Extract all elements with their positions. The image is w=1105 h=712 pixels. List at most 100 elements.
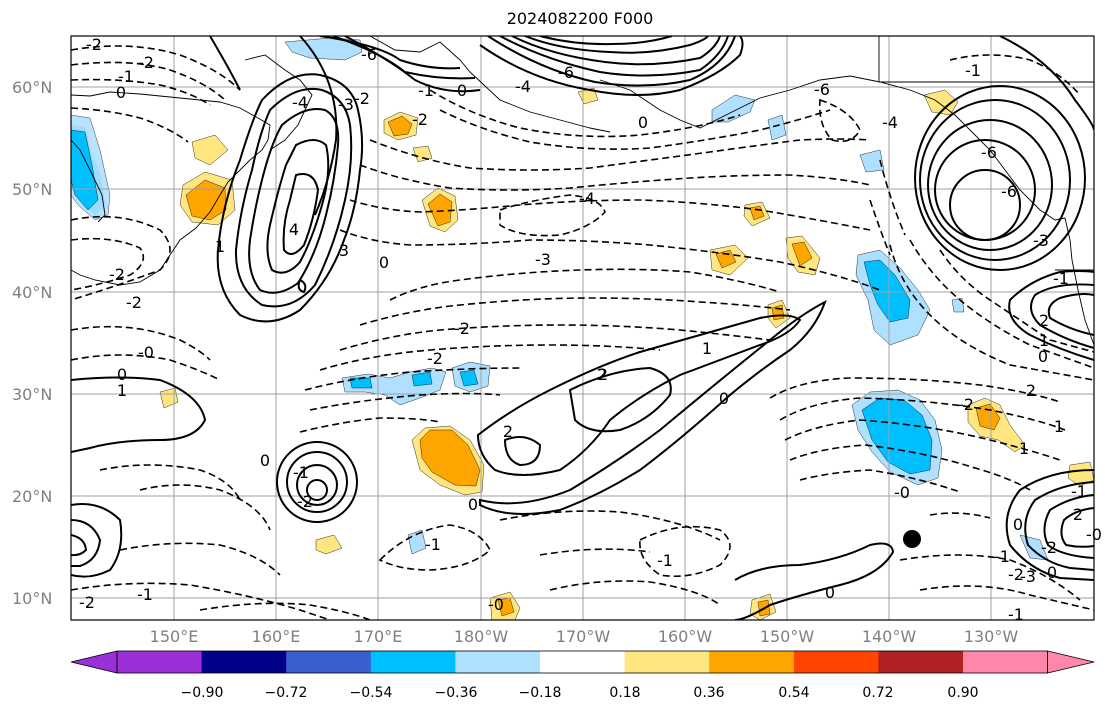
contour-label: -1 [657, 551, 673, 570]
coast-kamchatka [244, 54, 313, 151]
shade-orange [387, 115, 413, 137]
contour-label: 3 [339, 241, 349, 260]
contour-label: -2 [79, 593, 95, 612]
shade-orange [791, 241, 813, 267]
contour-label: 2 [503, 422, 513, 441]
contour-label: 0 [468, 495, 478, 514]
shade-yellow [923, 89, 959, 116]
contour-label: -2 [354, 89, 370, 108]
gridlines [71, 36, 1094, 620]
contour-label: -0 [138, 343, 154, 362]
colorbar-segment [370, 651, 456, 673]
colorbar-segment [201, 651, 287, 673]
contour-label: -1 [1053, 269, 1069, 288]
contour-label: -2 [958, 395, 974, 414]
shade-blue [459, 369, 479, 387]
contour-label: -6 [1001, 182, 1017, 201]
contour-label: 2 [597, 365, 607, 384]
contour-label: 1 [215, 237, 225, 256]
contour-label: 0 [117, 365, 127, 384]
shade-light-blue [859, 149, 885, 173]
contours-positive [71, 36, 1094, 620]
latitude-axis: 60°N 50°N 40°N 30°N 20°N 10°N [12, 78, 52, 608]
colorbar-segment [117, 651, 203, 673]
contour-label: 2 [1039, 311, 1049, 330]
contour-label: -4 [515, 77, 531, 96]
coast-bering [369, 36, 471, 73]
contour-label: -3 [535, 250, 551, 269]
colorbar-tick-label: −0.54 [350, 685, 393, 701]
storm-center-marker [903, 530, 921, 548]
colorbar-segment [455, 651, 541, 673]
coast-alaska [599, 75, 1066, 221]
contour-label: 0 [116, 83, 126, 102]
contour-label: 0 [260, 451, 270, 470]
shade-orange [975, 403, 1001, 431]
contour-label: 2 [1073, 505, 1083, 524]
contour-label: 0 [825, 583, 835, 602]
lat-label-30n: 30°N [12, 385, 52, 404]
contour-label: -1 [418, 81, 434, 100]
colorbar-tick-label: 0.36 [693, 685, 724, 701]
contour-label: -2 [86, 35, 102, 54]
contour-label: 0 [1038, 347, 1048, 366]
coast-na-west [1064, 217, 1094, 346]
colorbar-segment [963, 651, 1049, 673]
shade-yellow [412, 145, 433, 163]
contour-label: -1 [137, 585, 153, 604]
colorbar-tick-label: −0.90 [181, 685, 224, 701]
shade-light-blue [767, 114, 787, 141]
contour-label: 1 [117, 381, 127, 400]
coast-japan [71, 139, 106, 223]
contour-label: 1 [1039, 331, 1049, 350]
colorbar-tick-label: 0.18 [609, 685, 640, 701]
contour-label: -2 [454, 319, 470, 338]
colorbar [70, 650, 1095, 674]
colorbar-segment [878, 651, 964, 673]
colorbar-tick-label: 0.72 [862, 685, 893, 701]
contour-label: -6 [558, 63, 574, 82]
contour-label: -2 [427, 349, 443, 368]
colorbar-segment [793, 651, 879, 673]
contour-label: 2 [1026, 381, 1036, 400]
contour-labels: -2-2-10-6-4 -3 -2 -1 0-2-6-40-6-4-1-6-3-4-3-… [79, 35, 1102, 624]
colorbar-segment [286, 651, 372, 673]
contour-label: -0 [1086, 525, 1102, 544]
lon-label-180w: 180°W [454, 627, 509, 646]
contour-label: 0 [638, 113, 648, 132]
contour-label: 0 [457, 81, 467, 100]
coastlines [71, 36, 1094, 346]
contour-label: -1 [293, 463, 309, 482]
contour-label: -4 [292, 93, 308, 112]
contour-label: -6 [361, 45, 377, 64]
longitude-axis: 150°E 160°E 170°E 180°W 170°W 160°W 150°… [150, 627, 1019, 646]
contour-label: -1 [994, 547, 1010, 566]
contour-label: -2 [412, 110, 428, 129]
contour-label: -4 [579, 189, 595, 208]
contour-label: -1 [1071, 482, 1087, 501]
colorbar-tick-label: −0.18 [519, 685, 562, 701]
contour-label: -1 [425, 535, 441, 554]
contour-label: 0 [1047, 563, 1057, 582]
colorbar-extend-low [70, 650, 118, 674]
contour-label: -6 [814, 80, 830, 99]
contour-label: -1 [1008, 605, 1024, 624]
map-title: 2024082200 F000 [506, 9, 654, 28]
lat-label-60n: 60°N [12, 78, 52, 97]
lon-label-130w: 130°W [964, 627, 1019, 646]
coast-asia [71, 91, 271, 286]
contour-label: -6 [981, 143, 997, 162]
contour-label: 0 [719, 389, 729, 408]
lat-label-10n: 10°N [12, 589, 52, 608]
lat-label-50n: 50°N [12, 180, 52, 199]
shade-orange [427, 193, 453, 227]
shade-yellow [191, 134, 229, 166]
contour-label: -1 [965, 61, 981, 80]
contour-label: 1 [702, 339, 712, 358]
contour-label: 1 [1054, 417, 1064, 436]
contour-label: -2 [1008, 565, 1024, 584]
colorbar-tick-label: −0.36 [435, 685, 478, 701]
lon-label-160w: 160°W [658, 627, 713, 646]
colorbar-segment [624, 651, 710, 673]
